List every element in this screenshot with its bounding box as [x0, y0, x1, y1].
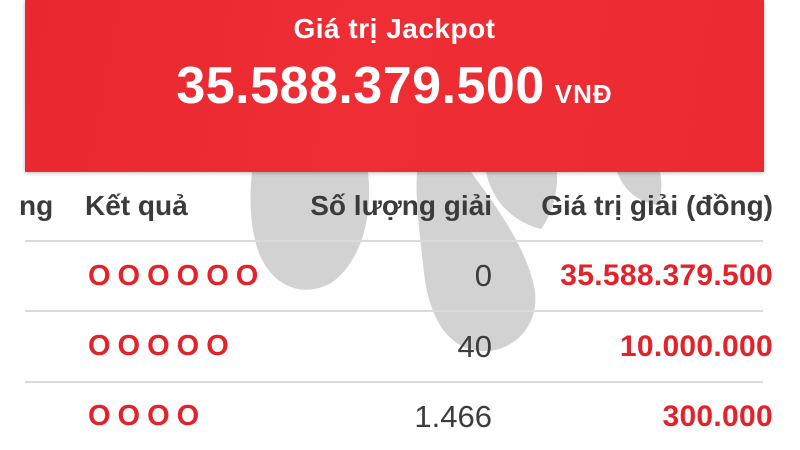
jackpot-banner: Giá trị Jackpot 35.588.379.500 VNĐ [25, 0, 764, 172]
jackpot-currency: VNĐ [554, 79, 613, 109]
header-count: Số lượng giải [310, 190, 492, 221]
row1-count: 0 [474, 258, 492, 293]
row3-value: 300.000 [662, 399, 773, 433]
row2-value: 10.000.000 [619, 329, 773, 363]
row1-result-circles: OOOOOO [88, 259, 266, 292]
jackpot-title: Giá trị Jackpot [293, 13, 496, 44]
jackpot-amount: 35.588.379.500 [176, 57, 545, 115]
jackpot-amount-row: 35.588.379.500 VNĐ [25, 60, 764, 112]
header-result: Kết quả [85, 190, 188, 221]
table-row-second-prize: OOOOO 40 10.000.000 [25, 312, 773, 383]
row3-count: 1.466 [414, 398, 492, 434]
row3-result-circles: OOOO [88, 400, 207, 432]
header-value: Giá trị giải (đồng) [541, 190, 773, 221]
row1-value: 35.588.379.500 [560, 259, 773, 292]
row2-result-circles: OOOOO [88, 330, 236, 362]
table-row-third-prize: OOOO 1.466 300.000 [25, 383, 773, 450]
table-row-jackpot: OOOOOO 0 35.588.379.500 [25, 242, 773, 312]
header-rank: ng [19, 190, 54, 221]
row2-count: 40 [457, 328, 492, 364]
results-table-header: ng Kết quả Số lượng giải Giá trị giải (đ… [19, 172, 773, 242]
